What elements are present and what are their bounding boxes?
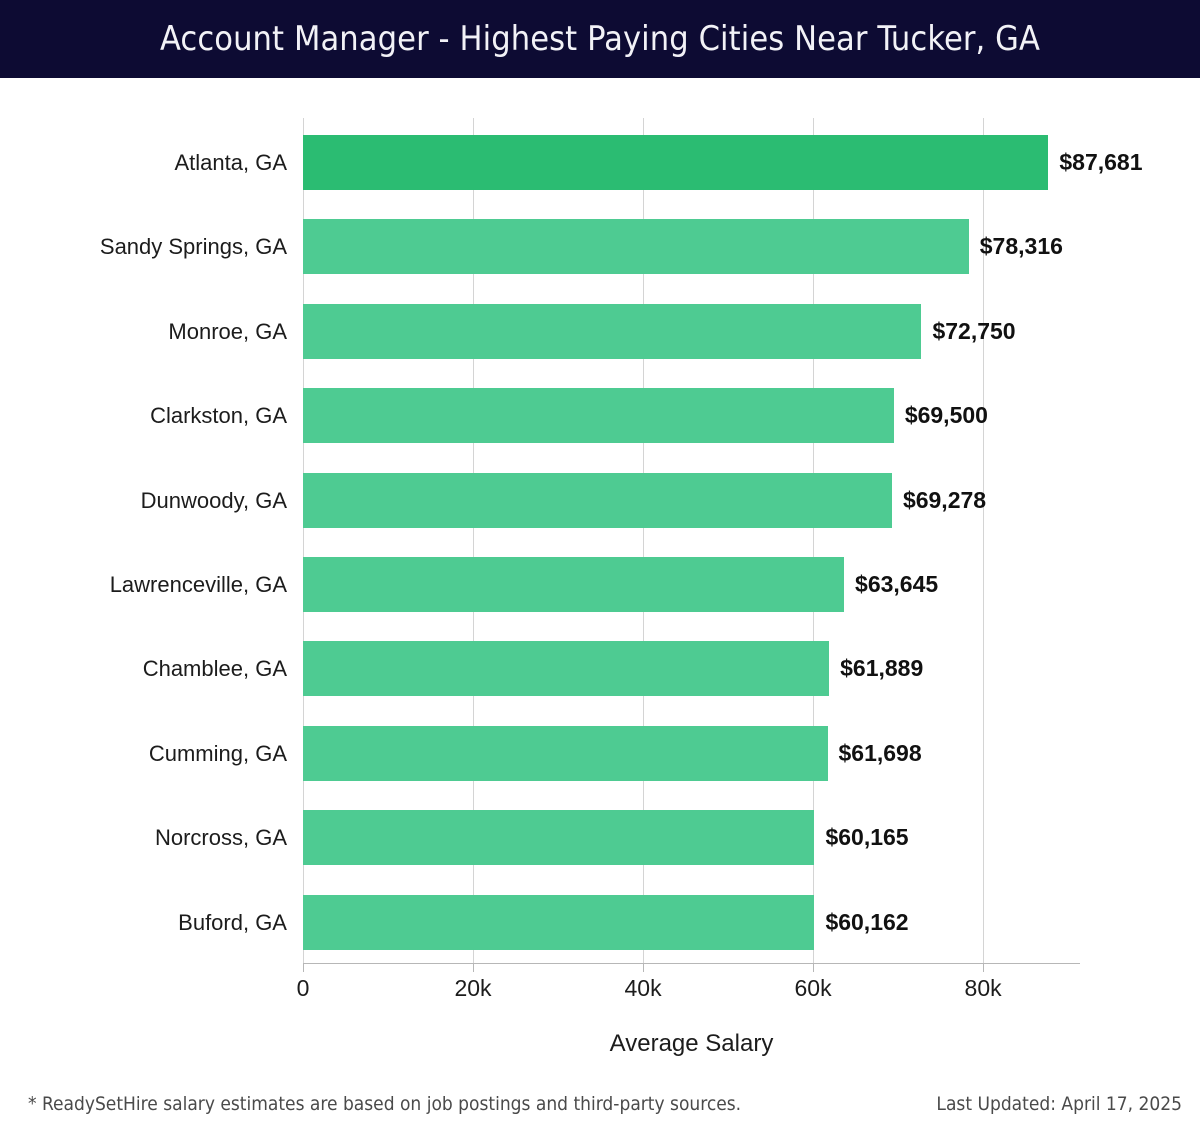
bar-row: Dunwoody, GA $69,278 (0, 472, 1200, 528)
footer-last-updated: Last Updated: April 17, 2025 (936, 1093, 1182, 1115)
bar-row: Lawrenceville, GA $63,645 (0, 557, 1200, 612)
plot-area (303, 118, 1080, 963)
tick-mark-40k (643, 963, 645, 972)
bar-value-label: $61,889 (840, 655, 924, 682)
bar-clarkston-ga[interactable] (303, 388, 894, 444)
category-label: Monroe, GA (168, 318, 287, 344)
bar-sandy-springs-ga[interactable] (303, 219, 969, 275)
category-label: Sandy Springs, GA (99, 234, 287, 260)
category-label: Norcross, GA (154, 825, 287, 851)
bar-value-label: $60,162 (825, 908, 909, 935)
bar-row: Buford, GA $60,162 (0, 894, 1200, 950)
gridline-60k (813, 118, 815, 963)
category-label: Lawrenceville, GA (109, 572, 287, 597)
x-tick-label: 40k (624, 975, 662, 1001)
category-label: Buford, GA (178, 909, 287, 935)
x-tick-label: 20k (454, 975, 492, 1001)
bar-row: Norcross, GA $60,165 (0, 810, 1200, 866)
category-label: Atlanta, GA (174, 150, 287, 175)
bar-row: Chamblee, GA $61,889 (0, 641, 1200, 697)
x-tick-label: 60k (794, 975, 832, 1001)
gridline-20k (473, 118, 475, 963)
bar-value-label: $61,698 (838, 739, 922, 766)
tick-mark-60k (813, 963, 815, 972)
bar-value-label: $69,500 (904, 402, 988, 429)
bar-value-label: $63,645 (855, 571, 939, 597)
bar-row: Sandy Springs, GA $78,316 (0, 219, 1200, 275)
bar-row: Monroe, GA $72,750 (0, 303, 1200, 359)
bar-value-label: $87,681 (1059, 149, 1143, 175)
bar-cumming-ga[interactable] (303, 725, 828, 781)
footer-disclaimer: * ReadySetHire salary estimates are base… (28, 1093, 742, 1115)
bar-norcross-ga[interactable] (303, 810, 815, 866)
bar-value-label: $69,278 (902, 486, 987, 513)
bar-value-label: $78,316 (979, 233, 1063, 260)
gridline-0 (303, 118, 304, 963)
category-label: Clarkston, GA (150, 403, 287, 429)
tick-mark-80k (983, 963, 985, 972)
category-label: Chamblee, GA (142, 656, 287, 682)
bar-row: Atlanta, GA $87,681 (0, 135, 1200, 190)
gridline-80k (983, 118, 985, 963)
footer: * ReadySetHire salary estimates are base… (0, 1093, 1200, 1133)
bar-row: Cumming, GA $61,698 (0, 725, 1200, 781)
bar-row: Clarkston, GA $69,500 (0, 388, 1200, 444)
category-label: Dunwoody, GA (140, 487, 287, 513)
bar-lawrenceville-ga[interactable] (303, 557, 845, 612)
bar-buford-ga[interactable] (303, 894, 815, 950)
x-tick-label: 0 (296, 975, 310, 1001)
tick-mark-20k (473, 963, 475, 972)
bar-atlanta-ga[interactable] (303, 135, 1049, 190)
bar-monroe-ga[interactable] (303, 303, 922, 359)
bar-chamblee-ga[interactable] (303, 641, 830, 697)
category-label: Cumming, GA (148, 740, 287, 766)
gridline-40k (643, 118, 645, 963)
x-axis-line (303, 963, 1080, 964)
x-tick-label: 80k (964, 975, 1002, 1001)
tick-mark-0 (303, 963, 304, 972)
title-bar: Account Manager - Highest Paying Cities … (0, 0, 1200, 78)
bar-value-label: $60,165 (825, 824, 909, 851)
x-axis-title: Average Salary (609, 1030, 774, 1057)
bar-dunwoody-ga[interactable] (303, 472, 892, 528)
bar-value-label: $72,750 (932, 317, 1016, 344)
page-title: Account Manager - Highest Paying Cities … (160, 19, 1040, 59)
